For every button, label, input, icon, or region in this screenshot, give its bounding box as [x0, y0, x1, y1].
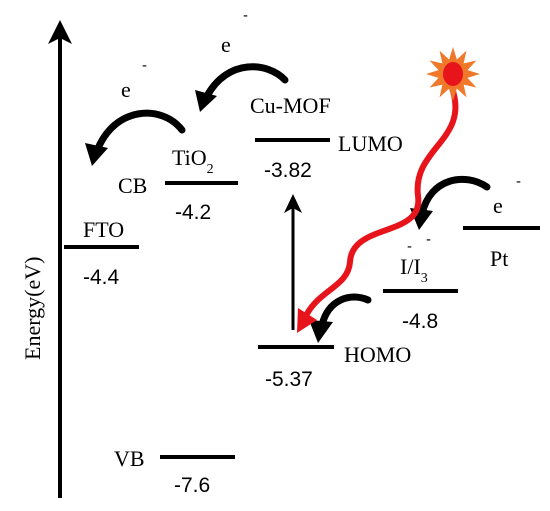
redox-minus-2: - [426, 231, 431, 248]
redox-label: I/I3 [400, 254, 428, 286]
electron-label-3: e [493, 193, 503, 218]
fto-label: FTO [83, 217, 124, 242]
vb-value: -7.6 [174, 474, 210, 497]
electron-transfer-arc [203, 63, 289, 100]
electron-transfer-arrowhead [85, 143, 108, 166]
excitation-arrow [284, 194, 302, 330]
energy-axis-arrowhead [48, 20, 72, 44]
pt-label: Pt [490, 246, 508, 271]
photon-wave [301, 85, 459, 323]
electron-charge-3: - [516, 173, 521, 190]
excitation-arrowhead [284, 194, 302, 213]
pt-level: Pt [463, 226, 540, 271]
tio2-cb-level: CB TiO2 -4.2 [118, 145, 238, 224]
redox-value: -4.8 [402, 310, 438, 333]
sun-core [443, 62, 463, 86]
electron-charge-1: - [243, 7, 248, 24]
tio2-label: TiO2 [172, 145, 214, 177]
photon-arrowhead [297, 308, 317, 333]
fto-value: -4.4 [83, 266, 120, 289]
sun-icon [426, 47, 480, 101]
electron-transfer-lumo-tio2: e - [195, 7, 289, 112]
electron-transfer-pt-redox: e - [410, 173, 521, 230]
fto-level: FTO -4.4 [64, 217, 139, 289]
homo-label: HOMO [344, 342, 411, 367]
electron-label-1: e [221, 32, 231, 57]
redox-iodide: I [400, 254, 407, 279]
electron-transfer-arc [93, 109, 186, 155]
vb-label: VB [114, 446, 145, 471]
redox-subscript: 3 [421, 271, 428, 286]
cb-label: CB [118, 173, 147, 198]
regeneration-arrowhead [309, 320, 333, 343]
tio2-name: TiO [172, 145, 207, 170]
regeneration-arrow [309, 293, 372, 343]
energy-axis-label: Energy(eV) [20, 257, 45, 360]
lumo-level: Cu-MOF LUMO -3.82 [250, 93, 403, 182]
tio2-subscript: 2 [207, 162, 214, 177]
electron-label-2: e [121, 77, 131, 102]
electron-transfer-arc [418, 175, 491, 218]
electron-transfer-arrowhead [195, 90, 217, 112]
tio2-value: -4.2 [175, 201, 211, 224]
photon-arrow [297, 85, 459, 333]
vb-level: VB -7.6 [114, 446, 235, 497]
lumo-label: LUMO [338, 131, 403, 156]
electron-transfer-tio2-fto: e - [85, 57, 186, 166]
cu-mof-label: Cu-MOF [250, 93, 331, 118]
redox-level: I/I3 - - -4.8 [383, 231, 458, 333]
redox-triiodide: /I [407, 254, 420, 279]
redox-minus-1: - [407, 238, 412, 255]
lumo-value: -3.82 [264, 159, 312, 182]
electron-charge-2: - [142, 57, 147, 74]
homo-value: -5.37 [265, 368, 313, 391]
homo-level: HOMO -5.37 [258, 342, 411, 391]
energy-axis: Energy(eV) [20, 20, 72, 498]
regeneration-arc [318, 293, 372, 329]
